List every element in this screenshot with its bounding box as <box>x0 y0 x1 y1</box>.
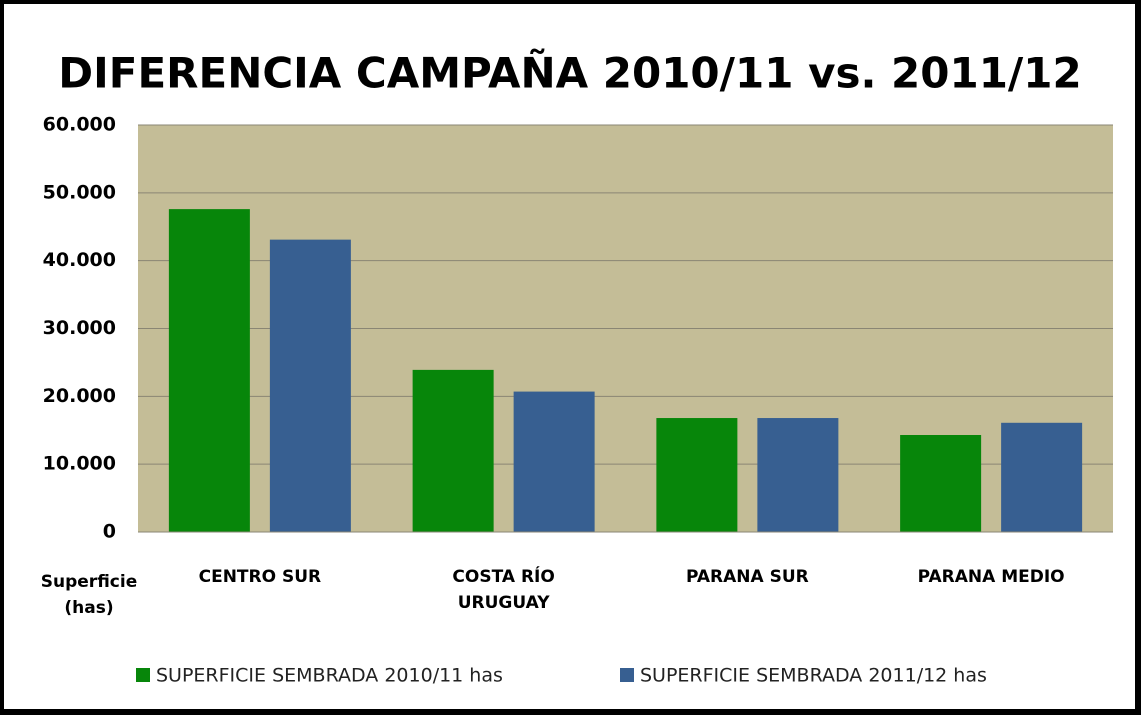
bar <box>900 434 982 532</box>
y-tick-label: 60.000 <box>43 114 116 136</box>
bar <box>1001 422 1083 532</box>
bar <box>269 239 351 532</box>
y-tick-label: 40.000 <box>43 249 116 271</box>
x-tick-label: CENTRO SUR <box>198 567 322 587</box>
x-tick-label: PARANA MEDIO <box>917 567 1065 587</box>
x-tick-label: PARANA SUR <box>686 567 809 587</box>
bar <box>513 391 595 532</box>
y-tick-label: 50.000 <box>43 181 116 203</box>
y-tick-label: 20.000 <box>43 385 116 407</box>
bar <box>168 209 250 532</box>
legend-label: SUPERFICIE SEMBRADA 2010/11 has <box>156 665 503 687</box>
y-tick-label: 0 <box>103 521 116 543</box>
y-axis-label: Superficie (has) <box>40 572 138 618</box>
bar <box>757 418 839 532</box>
legend-swatch <box>620 668 634 682</box>
bar <box>412 369 494 532</box>
x-tick-label: COSTA RÍO URUGUAY <box>452 567 555 613</box>
y-tick-label: 30.000 <box>43 317 116 339</box>
bar <box>656 418 738 532</box>
y-tick-label: 10.000 <box>43 453 116 475</box>
legend-swatch <box>136 668 150 682</box>
legend-label: SUPERFICIE SEMBRADA 2011/12 has <box>640 665 987 687</box>
chart-title: DIFERENCIA CAMPAÑA 2010/11 vs. 2011/12 <box>58 48 1081 98</box>
